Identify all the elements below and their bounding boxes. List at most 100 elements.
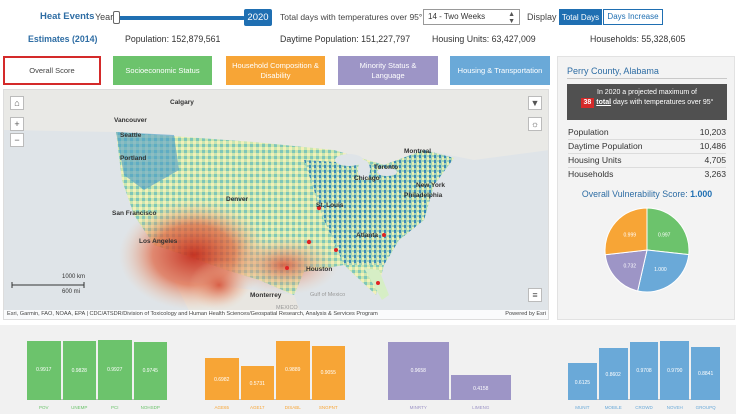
map-label-los-angeles: Los Angeles (139, 238, 178, 245)
chart-baseline (27, 399, 167, 400)
period-select-value: 14 - Two Weeks (428, 12, 486, 21)
map-label-mexico: MEXICO (276, 305, 298, 311)
bar-limeng[interactable]: 0.4158 (450, 375, 511, 400)
bar-mobile[interactable]: 0.8602 (598, 348, 628, 400)
bar-value-label: 0.9917 (36, 367, 52, 374)
bar-value-label: 0.8602 (605, 371, 621, 378)
stat-label: Households (568, 169, 614, 179)
bar-nohsdp[interactable]: 0.9745 (133, 341, 167, 400)
tab-household-composition[interactable]: Household Composition & Disability (226, 56, 325, 85)
zoom-out-button[interactable]: − (10, 133, 24, 147)
map-attribution: Esri, Garmin, FAO, NOAA, EPA | CDC/ATSDR… (4, 310, 548, 319)
bar-pci[interactable]: 0.9927 (98, 340, 132, 400)
bar-minrty[interactable]: 0.9658 (388, 342, 449, 400)
map-label-calgary: Calgary (170, 99, 194, 106)
households-estimate: Households: 55,328,605 (590, 34, 686, 44)
bar-category-label: AGE17 (249, 405, 265, 410)
bar-value-label: 0.6125 (574, 379, 591, 386)
bar-munit[interactable]: 0.6125 (568, 363, 597, 400)
bar-unemp[interactable]: 0.9828 (62, 341, 96, 400)
county-info-panel: Perry County, Alabama In 2020 a projecte… (557, 56, 735, 320)
bar-category-label: SNGPNT (318, 405, 338, 410)
scale-km: 1000 km (62, 274, 86, 280)
bar-noveh[interactable]: 0.9790 (660, 341, 690, 400)
tab-socioeconomic-status[interactable]: Socioeconomic Status (113, 56, 212, 85)
map-label-gulf: Gulf of Mexico (310, 292, 346, 298)
year-value: 2020 (244, 9, 272, 26)
pie-slice[interactable] (604, 249, 648, 292)
year-label: Year (95, 12, 114, 22)
theme-bar-chart: 0.9658 MINRTY 0.4158 LIMENG (388, 325, 511, 414)
bar-age65[interactable]: 0.6982 (205, 358, 239, 400)
banner-total: total (596, 99, 612, 106)
filter-icon[interactable]: ▼ (528, 96, 542, 110)
daytime-population-estimate: Daytime Population: 151,227,797 (280, 34, 411, 44)
bar-value-label: 0.9745 (142, 367, 158, 374)
bar-age17[interactable]: 0.5731 (240, 365, 274, 400)
map-label-seattle: Seattle (120, 132, 142, 139)
bar-value-label: 0.9790 (667, 367, 683, 374)
bar-category-label: NOHSDP (140, 405, 160, 410)
bar-disabl[interactable]: 0.9889 (276, 340, 310, 400)
bar-category-label: GROUPQ (695, 405, 716, 410)
bar-value-label: 0.9708 (636, 367, 652, 374)
tab-minority-status[interactable]: Minority Status & Language (338, 56, 438, 85)
map-view[interactable]: Calgary Vancouver Seattle Portland San F… (3, 89, 549, 320)
pie-slice-label: 0.999 (624, 233, 637, 239)
map-label-montreal: Montreal (404, 148, 432, 155)
tab-housing-transportation[interactable]: Housing & Transportation (450, 56, 550, 85)
home-icon[interactable]: ⌂ (10, 96, 24, 110)
year-slider-handle[interactable] (113, 11, 120, 24)
bar-crowd[interactable]: 0.9708 (629, 341, 659, 400)
map-label-monterrey: Monterrey (250, 292, 282, 299)
tab-overall-score[interactable]: Overall Score (3, 56, 101, 85)
map-label-vancouver: Vancouver (114, 117, 147, 124)
heat-days-badge: 38 (580, 98, 595, 108)
pie-slice[interactable] (637, 249, 690, 293)
bar-sngpnt[interactable]: 0.9055 (311, 345, 345, 400)
bar-category-label: MOBILE (604, 405, 622, 410)
bar-category-label: NOVEH (666, 405, 683, 410)
bar-value-label: 0.9927 (107, 367, 123, 374)
bar-value-label: 0.5731 (249, 381, 265, 388)
map-label-new-york: New York (416, 182, 446, 189)
stat-value: 10,203 (699, 127, 726, 137)
bar-value-label: 0.9889 (285, 367, 301, 374)
banner-suffix: days with temperatures over 95° (613, 99, 714, 106)
sun-icon[interactable]: ☼ (528, 117, 542, 131)
estimates-title: Estimates (2014) (28, 34, 98, 44)
bar-category-label: UNEMP (71, 405, 88, 410)
chart-baseline (388, 399, 511, 400)
heat-days-banner: In 2020 a projected maximum of 38 total … (567, 84, 727, 120)
vulnerability-pie-chart[interactable]: 0.997 1.000 0.732 0.999 (602, 205, 692, 295)
stat-value: 10,486 (699, 141, 726, 151)
map-label-san-francisco: San Francisco (112, 210, 157, 217)
pie-slice[interactable] (646, 207, 690, 256)
menu-icon[interactable]: ≡ (528, 288, 542, 302)
map-label-toronto: Toronto (374, 164, 399, 171)
period-select[interactable]: 14 - Two Weeks ▲ ▼ (423, 9, 520, 25)
housing-units-estimate: Housing Units: 63,427,009 (432, 34, 536, 44)
bar-category-label: PCI (110, 405, 119, 410)
bar-category-label: POV (38, 405, 49, 410)
bar-value-label: 0.9055 (320, 370, 336, 377)
stat-label: Daytime Population (568, 141, 643, 151)
attribution-text: Esri, Garmin, FAO, NOAA, EPA | CDC/ATSDR… (7, 311, 378, 317)
map-label-denver: Denver (226, 196, 249, 203)
overall-value: 1.000 (690, 189, 713, 199)
pie-slice[interactable] (604, 207, 648, 256)
bar-category-label: MINRTY (409, 405, 427, 410)
zoom-in-button[interactable]: + (10, 117, 24, 131)
bar-value-label: 0.8841 (697, 370, 714, 377)
bar-pov[interactable]: 0.9917 (27, 340, 61, 400)
bar-value-label: 0.9828 (71, 367, 87, 374)
powered-by-esri[interactable]: Powered by Esri (505, 311, 546, 317)
total-days-button[interactable]: Total Days (559, 9, 602, 25)
map-label-chicago: Chicago (354, 175, 380, 182)
days-increase-button[interactable]: Days Increase (603, 9, 663, 25)
bar-groupq[interactable]: 0.8841 (691, 346, 720, 400)
stat-label: Population (568, 127, 609, 137)
year-slider[interactable] (115, 16, 245, 20)
theme-bar-chart: 0.6125 MUNIT 0.8602 MOBILE 0.9708 CROWD 0.9790… (568, 325, 720, 414)
banner-prefix: In 2020 a projected maximum of (597, 89, 697, 96)
